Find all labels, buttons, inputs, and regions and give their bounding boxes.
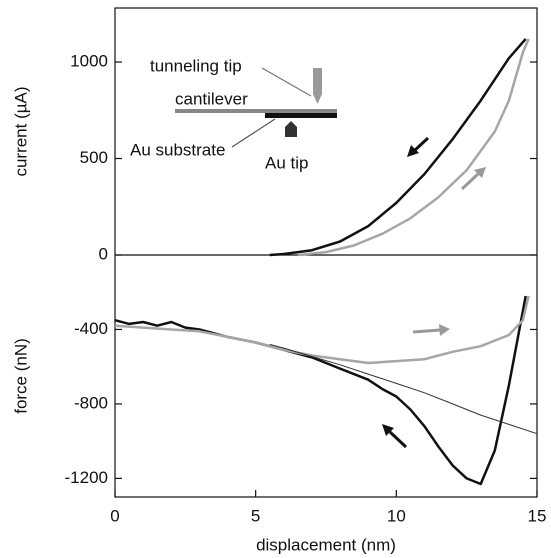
y-axis-label: current (µA) (11, 86, 30, 176)
y-axis-label: force (nN) (11, 338, 30, 414)
arrow (460, 172, 480, 191)
arrow-head (474, 167, 486, 178)
series-line (114, 295, 530, 365)
series-line (114, 295, 527, 486)
series-line (269, 38, 527, 257)
y-tick-label: -400 (74, 319, 108, 338)
arrow-head (439, 324, 450, 336)
x-tick-label: 5 (251, 506, 260, 525)
x-axis-label: displacement (nm) (256, 535, 396, 554)
y-tick-label: 500 (80, 148, 108, 167)
annotation: cantilever (175, 89, 248, 108)
frame (114, 7, 538, 498)
arrow (412, 136, 430, 153)
pointer (261, 67, 312, 97)
arrows (382, 136, 486, 449)
y-tick-label: 1000 (70, 52, 108, 71)
series-line (297, 38, 530, 257)
inset: tunneling tip cantilever Au substrate Au… (130, 56, 337, 172)
tunneling-tip-point (313, 94, 322, 104)
series-line (269, 343, 538, 435)
annotation: Au tip (265, 153, 308, 172)
tunneling-tip-shape (313, 68, 322, 94)
y-tick-label: -1200 (65, 468, 108, 487)
arrow-head (382, 424, 394, 436)
annotation: Au substrate (130, 140, 225, 159)
pointer (231, 118, 276, 148)
au-tip-shape (285, 121, 297, 137)
arrow-head (407, 145, 419, 157)
arrow (388, 430, 408, 449)
arrow (412, 328, 441, 334)
substrate-shape (265, 113, 337, 118)
x-tick-label: 10 (387, 506, 406, 525)
y-tick-label: -800 (74, 393, 108, 412)
cantilever-shape (175, 109, 337, 113)
x-tick-label: 15 (528, 506, 547, 525)
annotation: tunneling tip (150, 56, 242, 75)
y-tick-label: 0 (99, 244, 108, 263)
x-tick-label: 0 (110, 506, 119, 525)
